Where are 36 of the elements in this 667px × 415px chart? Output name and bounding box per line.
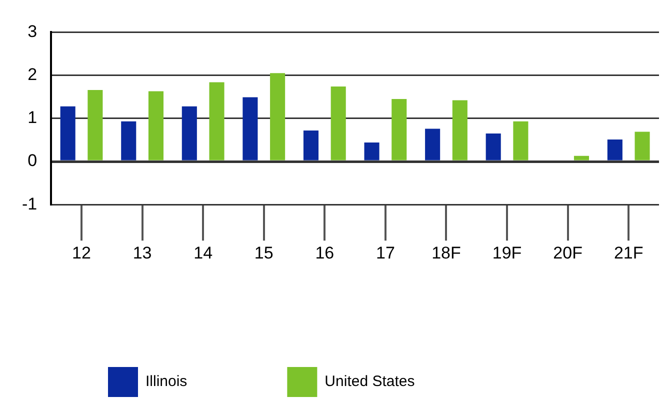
legend-label: United States	[324, 373, 415, 390]
bar	[392, 99, 407, 160]
bar	[242, 97, 258, 160]
bar	[364, 142, 380, 160]
y-tick-label: 3	[28, 22, 38, 41]
bar	[607, 140, 622, 160]
x-tick-label: 21F	[614, 243, 644, 262]
x-tick-label: 15	[254, 243, 274, 262]
bar	[425, 128, 440, 160]
bar	[486, 133, 501, 160]
bar	[330, 86, 346, 160]
bar	[513, 121, 528, 160]
x-tick-label: 14	[194, 243, 213, 262]
x-tick-label: 18F	[432, 243, 461, 262]
bar	[209, 82, 224, 160]
bar	[270, 73, 286, 160]
x-tick-label: 16	[315, 243, 334, 262]
bar	[121, 121, 136, 160]
bar	[574, 156, 590, 160]
bar	[634, 132, 650, 160]
x-tick-label: 20F	[553, 243, 582, 262]
y-tick-label: -1	[22, 194, 38, 214]
x-tick-label: 19F	[492, 243, 522, 262]
y-tick-label: 1	[28, 108, 38, 128]
y-tick-label: 0	[28, 151, 38, 170]
bar	[452, 100, 468, 160]
bar	[88, 90, 103, 160]
bar	[303, 130, 319, 160]
x-tick-label: 12	[72, 243, 91, 262]
x-tick-label: 17	[376, 243, 395, 262]
y-tick-label: 2	[28, 64, 38, 84]
bar	[60, 106, 76, 160]
x-tick-label: 13	[132, 243, 152, 262]
bar	[182, 106, 197, 160]
bar	[148, 91, 164, 160]
legend-label: Illinois	[146, 373, 188, 390]
